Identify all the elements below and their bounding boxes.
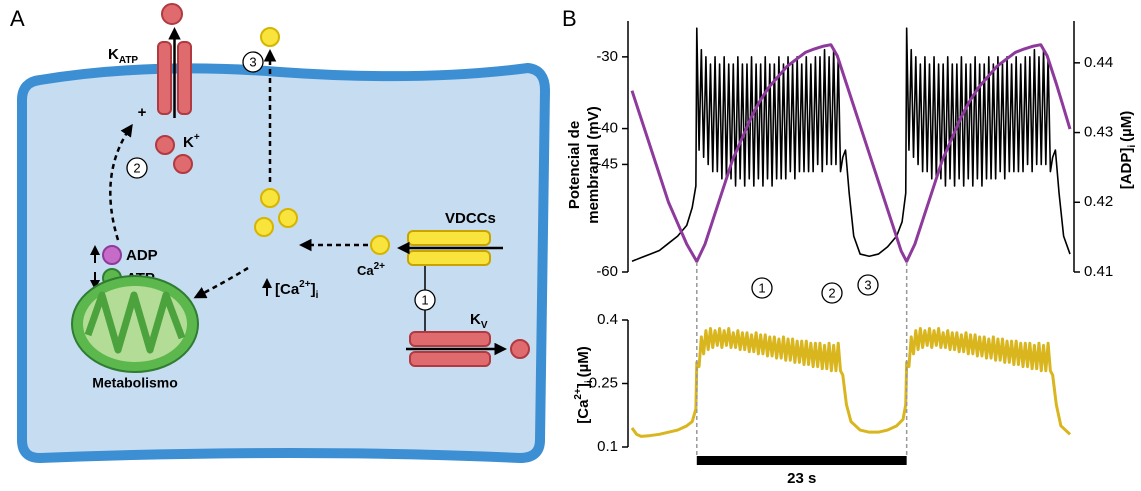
step-number: 2 xyxy=(133,160,140,175)
katp-label-part: ATP xyxy=(119,55,139,66)
kv-label: KV xyxy=(470,311,488,331)
y-tick-label: 0.25 xyxy=(589,374,618,391)
trace xyxy=(630,326,1072,438)
ca-ion xyxy=(278,208,298,228)
ca-ion xyxy=(370,235,390,255)
ca-i-label: [Ca2+]i xyxy=(275,279,319,301)
ca-label-part: 2+ xyxy=(374,261,386,272)
scale-bar-label: 23 s xyxy=(787,470,816,487)
plus-sign: + xyxy=(138,104,147,121)
annotation: 1 xyxy=(758,280,765,295)
annotation: 3 xyxy=(864,277,871,292)
annotation-marker xyxy=(857,274,879,296)
k-ion xyxy=(510,339,530,359)
step-marker xyxy=(126,157,148,179)
y-tick-label: 0.4 xyxy=(597,311,618,328)
y-axis-label: Potencial de xyxy=(566,121,583,209)
k-ion xyxy=(161,3,183,25)
katp-channel xyxy=(177,41,192,115)
y-axis-label-part: [Ca xyxy=(575,399,592,424)
adp-molecule xyxy=(102,245,122,265)
cristae xyxy=(84,291,186,354)
katp-label-part: K xyxy=(108,46,119,63)
y-tick-label: 0.41 xyxy=(1084,263,1113,280)
kv-channel xyxy=(409,331,491,347)
y-axis-label: membranal (mV) xyxy=(585,106,602,224)
annotation-marker xyxy=(821,282,843,304)
step-number: 1 xyxy=(421,292,428,307)
y-axis-label-part: [ADP] xyxy=(1118,148,1135,190)
y-axis-label-part: ] xyxy=(575,383,592,388)
k-ion-label-part: + xyxy=(194,132,200,143)
panel-label: A xyxy=(10,6,25,31)
adp-label: ADP xyxy=(126,247,158,264)
ca-to-mito-arrow xyxy=(193,266,249,299)
y-axis-label-part: 2+ xyxy=(573,388,584,400)
vdcc-channel xyxy=(407,250,491,266)
metabolism-label: Metabolismo xyxy=(92,375,178,391)
ca-ion xyxy=(260,188,280,208)
katp-channel xyxy=(157,41,172,115)
ca-ion xyxy=(260,27,280,47)
y-tick-label: 0.42 xyxy=(1084,193,1113,210)
kv-label-part: K xyxy=(470,311,481,328)
y-tick-label: 0.44 xyxy=(1084,54,1113,71)
ca-i-label-part: [Ca xyxy=(275,281,300,298)
annotation-marker xyxy=(751,277,773,299)
adp-arrow xyxy=(109,123,133,241)
step-number: 3 xyxy=(249,54,256,69)
y-axis-label-part: i xyxy=(584,380,595,383)
k-ion xyxy=(173,154,193,174)
step-marker xyxy=(414,289,436,311)
y-axis-label: [ADP]i (µM) xyxy=(1118,111,1138,190)
step-marker xyxy=(242,51,264,73)
y-tick-label: 0.1 xyxy=(597,438,618,455)
y-tick-label: -45 xyxy=(596,155,618,172)
y-tick-label: 0.43 xyxy=(1084,124,1113,141)
ca-ion xyxy=(254,217,274,237)
vdcc-label: VDCCs xyxy=(445,210,496,227)
trace xyxy=(630,43,1072,264)
k-ion-label-part: K xyxy=(183,134,194,151)
y-axis-label-part: i xyxy=(1127,145,1138,148)
ca-i-label-part: 2+ xyxy=(299,279,311,290)
k-ion-label: K+ xyxy=(183,132,200,151)
panel-label: B xyxy=(562,6,577,31)
y-tick-label: -40 xyxy=(596,120,618,137)
vdcc-channel xyxy=(407,230,491,246)
y-axis-label-part: (µM) xyxy=(1118,111,1135,142)
trace xyxy=(631,27,1071,262)
annotation: 2 xyxy=(828,285,835,300)
y-axis-label-part: (µM) xyxy=(575,346,592,377)
katp-label: KATP xyxy=(108,46,138,66)
scale-bar xyxy=(696,456,907,465)
ca-i-label-part: ] xyxy=(311,281,316,298)
kv-channel xyxy=(409,351,491,367)
ca-label-part: Ca xyxy=(357,263,374,278)
ca-i-label-part: i xyxy=(316,290,319,301)
k-ion xyxy=(155,135,175,155)
y-axis-label: [Ca2+]i (µM) xyxy=(573,346,595,424)
y-tick-label: -60 xyxy=(596,263,618,280)
y-tick-label: -30 xyxy=(596,48,618,65)
kv-label-part: V xyxy=(481,320,488,331)
ca-label: Ca2+ xyxy=(357,261,385,279)
